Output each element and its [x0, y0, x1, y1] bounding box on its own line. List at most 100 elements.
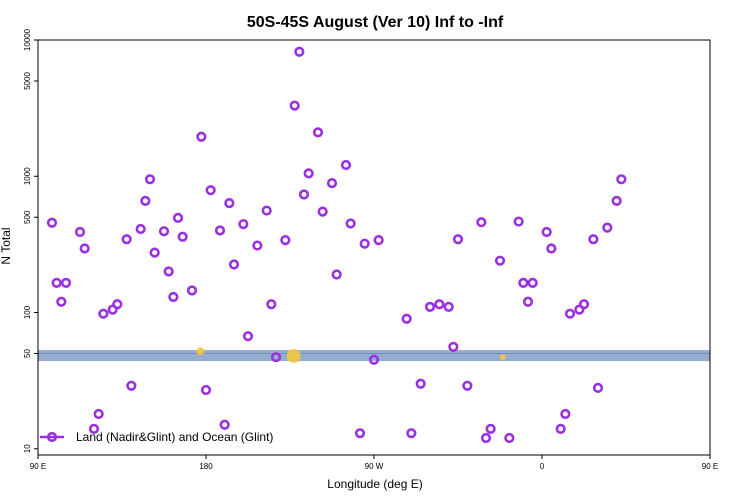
data-point	[149, 247, 160, 258]
data-point	[462, 380, 473, 391]
data-point	[546, 243, 557, 254]
data-point	[513, 216, 524, 227]
data-point	[98, 308, 109, 319]
glint-layer	[196, 347, 506, 363]
data-point	[434, 299, 445, 310]
data-point	[121, 234, 132, 245]
data-point	[60, 277, 72, 288]
y-axis: 10 50 100 500 1000 5000 10000	[23, 28, 38, 453]
data-point	[345, 218, 356, 229]
data-point	[56, 296, 67, 307]
data-point	[126, 380, 137, 391]
glint-point	[499, 354, 506, 361]
data-point	[112, 299, 123, 310]
y-tick-label: 500	[23, 210, 32, 224]
data-point	[219, 419, 230, 430]
data-point	[611, 195, 622, 206]
data-point	[406, 428, 417, 439]
data-point	[317, 206, 328, 217]
data-point	[494, 255, 506, 266]
data-point	[298, 189, 310, 200]
data-point	[424, 301, 436, 312]
points-layer	[46, 46, 627, 444]
y-tick-label: 50	[23, 349, 32, 358]
data-point	[294, 46, 305, 57]
data-point	[214, 225, 226, 236]
data-point	[205, 185, 216, 196]
data-point	[401, 313, 412, 324]
y-tick-label: 5000	[23, 72, 32, 90]
data-point	[228, 259, 240, 270]
y-axis-label: N Total	[0, 227, 13, 264]
data-point	[303, 168, 314, 179]
data-point	[415, 378, 426, 389]
data-point	[527, 277, 538, 288]
data-point	[158, 226, 170, 237]
data-point	[602, 222, 613, 233]
data-point	[74, 226, 86, 238]
data-point	[79, 243, 90, 254]
glint-point	[196, 347, 205, 356]
data-point	[373, 234, 384, 246]
data-point	[443, 301, 454, 312]
data-point	[261, 205, 272, 216]
y-tick-label: 10	[23, 444, 32, 453]
data-point	[480, 432, 492, 444]
data-point	[448, 341, 459, 352]
data-point	[592, 382, 604, 393]
data-point	[578, 299, 590, 310]
legend: Land (Nadir&Glint) and Ocean (Glint)	[40, 430, 273, 444]
x-tick-label: 0	[540, 462, 545, 471]
y-tick-label: 10000	[23, 28, 32, 51]
y-tick-label: 1000	[23, 167, 32, 185]
data-point	[200, 384, 212, 396]
glint-point	[286, 348, 301, 363]
data-point	[452, 234, 464, 245]
data-point	[541, 226, 552, 238]
data-point	[555, 423, 566, 434]
data-point	[564, 308, 576, 319]
data-point	[368, 354, 380, 365]
data-point	[560, 408, 571, 420]
x-tick-label: 90 E	[30, 462, 46, 471]
data-point	[518, 277, 529, 288]
data-point	[163, 266, 174, 277]
data-point	[504, 432, 515, 444]
data-point	[331, 269, 342, 280]
data-point	[588, 234, 599, 245]
data-point	[177, 231, 188, 242]
x-tick-label: 90 E	[702, 462, 718, 471]
data-point	[46, 217, 58, 228]
data-point	[172, 212, 184, 223]
data-point	[270, 352, 282, 363]
legend-marker	[46, 431, 58, 443]
data-point	[51, 277, 62, 288]
data-point	[242, 331, 254, 342]
chart-title: 50S-45S August (Ver 10) Inf to -Inf	[247, 14, 504, 31]
data-point	[312, 127, 324, 138]
data-point	[359, 238, 370, 249]
x-axis-label: Longitude (deg E)	[327, 477, 422, 491]
data-point	[280, 234, 291, 246]
data-point	[266, 299, 277, 310]
data-point	[522, 296, 534, 307]
data-point	[354, 428, 366, 439]
x-axis: 90 E 180 90 W 0 90 E	[30, 455, 718, 471]
data-point	[196, 131, 207, 142]
data-point	[140, 195, 151, 206]
data-point	[224, 198, 235, 209]
x-tick-label: 90 W	[365, 462, 384, 471]
data-point	[93, 408, 104, 420]
data-point	[88, 423, 100, 434]
data-point	[616, 174, 627, 185]
data-point	[144, 174, 156, 185]
data-point	[238, 219, 249, 230]
data-point	[168, 291, 179, 303]
data-point	[340, 159, 352, 171]
data-point	[252, 240, 263, 251]
data-point	[476, 217, 487, 228]
data-point	[326, 178, 338, 189]
data-point	[485, 423, 496, 434]
